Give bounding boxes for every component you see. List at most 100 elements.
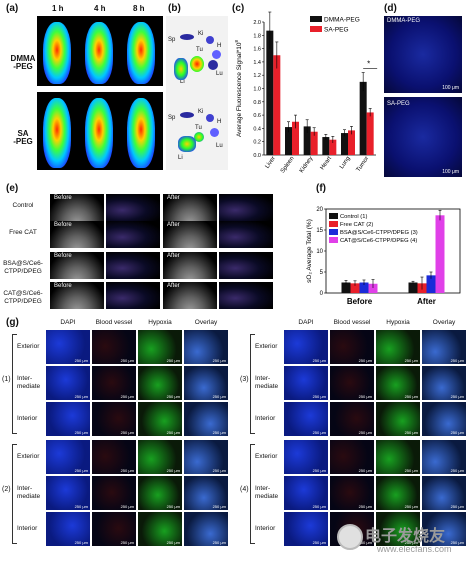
fluorescence-tile: 250 μm xyxy=(184,440,228,474)
legend-swatch xyxy=(329,213,338,219)
ultrasound-image: After xyxy=(163,282,217,309)
legend-swatch xyxy=(310,26,322,32)
column-header-0: DAPI xyxy=(60,319,76,326)
mouse-sa-1h xyxy=(43,98,71,168)
legend-label: SA-PEG xyxy=(324,27,349,34)
y-tick-label: 1.8 xyxy=(253,33,261,39)
panel-e-label: (e) xyxy=(6,183,19,194)
fluorescence-tile: 250 μm xyxy=(284,512,328,546)
y-tick-label: 2.0 xyxy=(253,20,261,26)
before-tag: Before xyxy=(54,222,72,228)
legend-label: CAT@S/Ce6-CTPP/DPEG (4) xyxy=(340,238,417,244)
y-tick-label: 0.4 xyxy=(253,126,261,132)
fluorescence-tile: 250 μm xyxy=(422,512,466,546)
bar-after-3 xyxy=(426,275,436,293)
fluorescence-tile: 250 μm xyxy=(284,330,328,364)
bar-before-3 xyxy=(359,282,369,293)
fluorescence-tile: 250 μm xyxy=(284,476,328,510)
photoacoustic-image xyxy=(219,252,273,279)
ivis-dmma-row xyxy=(37,16,163,86)
legend-label: Control (1) xyxy=(340,214,367,220)
fluorescence-tile: 250 μm xyxy=(46,476,90,510)
panel-a-label: (a) xyxy=(6,3,19,14)
bar-after-1 xyxy=(408,282,418,293)
watermark-logo-icon xyxy=(337,524,363,550)
before-tag: Before xyxy=(54,195,72,201)
bar-kidney-sa xyxy=(310,131,318,155)
y-tick-label: 20 xyxy=(316,207,323,213)
legend-swatch xyxy=(329,237,338,243)
y-tick-label: 0.8 xyxy=(253,100,261,106)
bar-heart-sa xyxy=(329,139,337,155)
mouse-dmma-8h xyxy=(127,22,155,84)
x-category-label: After xyxy=(417,297,436,306)
mouse-dmma-4h xyxy=(85,22,113,84)
mouse-sa-8h xyxy=(127,98,155,168)
ultrasound-image: Before xyxy=(50,194,104,221)
column-header-1: Blood vessel xyxy=(95,319,133,326)
y-tick-label: 1.6 xyxy=(253,47,261,53)
fluorescence-tile: 250 μm xyxy=(330,330,374,364)
zone-label: Inter-mediate xyxy=(17,485,41,500)
fluorescence-tile: 250 μm xyxy=(46,440,90,474)
mouse-dmma-1h xyxy=(43,22,71,84)
fluorescence-tile: 250 μm xyxy=(46,402,90,436)
before-tag: Before xyxy=(54,283,72,289)
pa-row-label-2: Free CAT xyxy=(9,229,37,236)
fluorescence-tile: 250 μm xyxy=(46,366,90,400)
zone-label: Interior xyxy=(255,525,276,532)
x-category-label: Heart xyxy=(320,155,334,171)
fluorescence-tile: 250 μm xyxy=(330,476,374,510)
watermark-cn: 电子发烧友 xyxy=(365,528,446,545)
fluorescence-tile: 250 μm xyxy=(92,440,136,474)
after-tag: After xyxy=(167,253,180,259)
x-category-label: Spleen xyxy=(280,156,296,175)
panel-c-label: (c) xyxy=(232,3,245,14)
zone-label: Interior xyxy=(255,415,276,422)
column-header-3: Overlay xyxy=(194,319,218,326)
fluorescence-tile: 250 μm xyxy=(184,512,228,546)
fluorescence-tile: 250 μm xyxy=(376,366,420,400)
fluorescence-tile: 250 μm xyxy=(138,512,182,546)
after-tag: After xyxy=(167,195,180,201)
fluorescence-tile: 250 μm xyxy=(92,330,136,364)
fluorescence-tile: 250 μm xyxy=(330,402,374,436)
legend-label: Free CAT (2) xyxy=(340,222,373,228)
y-tick-label: 15 xyxy=(316,228,323,234)
photoacoustic-image xyxy=(106,221,160,248)
pa-row-label-3: BSA@S/Ce6- CTPP/DPEG xyxy=(3,260,43,275)
panel-g-label: (g) xyxy=(6,317,19,328)
fluorescence-tile: 250 μm xyxy=(92,512,136,546)
y-tick-label: 1.0 xyxy=(253,87,261,93)
y-tick-label: 5 xyxy=(320,270,324,276)
y-tick-label: 0.6 xyxy=(253,113,261,119)
significance-marker: * xyxy=(367,60,370,69)
ultrasound-image: After xyxy=(163,194,217,221)
zone-label: Interior xyxy=(17,525,38,532)
legend-swatch xyxy=(329,221,338,227)
fluorescence-tile: 250 μm xyxy=(376,440,420,474)
ultrasound-image: After xyxy=(163,221,217,248)
fluorescence-tile: 250 μm xyxy=(422,366,466,400)
y-tick-label: 1.2 xyxy=(253,73,261,79)
column-header-0: DAPI xyxy=(298,319,314,326)
x-category-label: Lung xyxy=(339,156,352,170)
fluorescence-tile: 250 μm xyxy=(92,476,136,510)
bar-before-2 xyxy=(350,283,360,293)
column-header-2: Hypoxia xyxy=(148,319,172,326)
bar-liver-sa xyxy=(273,55,281,155)
zone-label: Interior xyxy=(17,415,38,422)
ivis-sa-row xyxy=(37,92,163,170)
bar-tumor-sa xyxy=(366,112,374,155)
zone-label: Inter-mediate xyxy=(255,485,279,500)
fluorescence-tile: 250 μm xyxy=(184,476,228,510)
fluorescence-tile: 250 μm xyxy=(138,476,182,510)
fluorescence-tile: 250 μm xyxy=(376,512,420,546)
fluorescence-tile: 250 μm xyxy=(330,440,374,474)
bar-tumor-dmma xyxy=(359,81,367,155)
after-tag: After xyxy=(167,283,180,289)
column-header-2: Hypoxia xyxy=(386,319,410,326)
group-label: (4) xyxy=(240,486,249,493)
fluorescence-tile: 250 μm xyxy=(284,366,328,400)
